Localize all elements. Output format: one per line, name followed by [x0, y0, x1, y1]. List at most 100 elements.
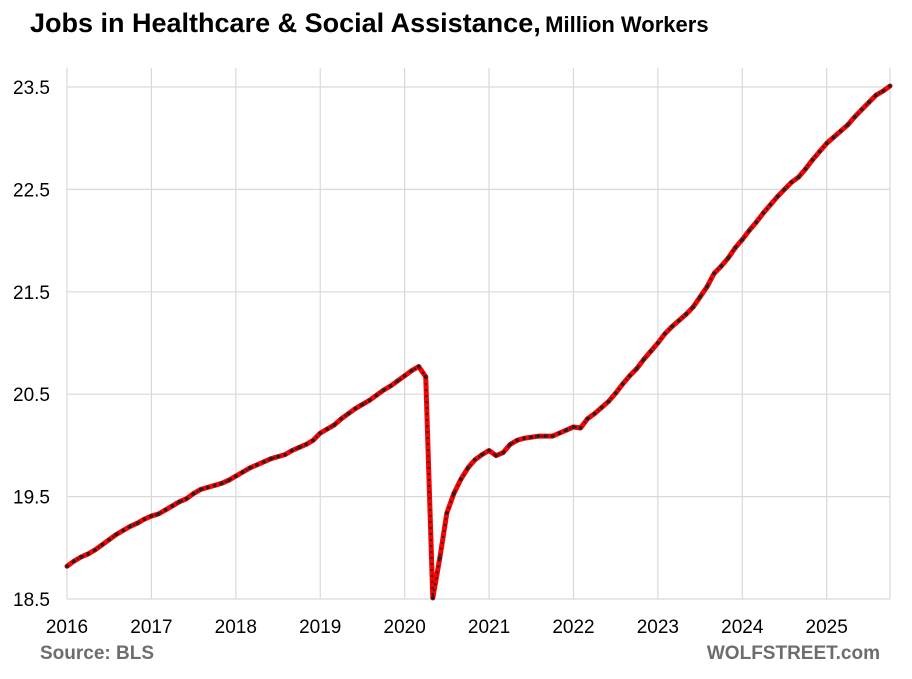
- data-point: [149, 514, 154, 518]
- data-point: [480, 452, 484, 457]
- data-point: [599, 405, 604, 410]
- data-point: [501, 450, 506, 455]
- data-point: [796, 175, 801, 180]
- data-point: [283, 452, 287, 457]
- data-point: [290, 448, 294, 453]
- data-point: [634, 366, 639, 371]
- data-point: [247, 466, 252, 470]
- data-point: [451, 491, 456, 496]
- data-point: [318, 431, 323, 436]
- data-point: [655, 341, 660, 345]
- data-point: [698, 295, 702, 299]
- x-tick-label: 2025: [806, 617, 848, 638]
- data-point: [459, 477, 463, 482]
- y-tick-label: 19.5: [13, 488, 50, 509]
- data-point: [128, 524, 133, 529]
- data-point: [852, 114, 857, 119]
- data-point: [536, 434, 541, 439]
- data-point: [156, 512, 161, 516]
- data-point: [184, 496, 189, 501]
- data-point: [845, 122, 850, 127]
- data-point: [205, 485, 210, 490]
- data-point: [775, 194, 780, 199]
- data-point: [733, 245, 738, 250]
- data-point: [789, 180, 794, 185]
- chart-title: Jobs in Healthcare & Social Assistance, …: [30, 8, 709, 39]
- data-point: [100, 542, 105, 547]
- data-point: [416, 364, 421, 369]
- data-point: [515, 438, 520, 443]
- data-point: [592, 411, 597, 416]
- source-label: Source: BLS: [40, 643, 155, 664]
- data-point: [360, 402, 365, 407]
- data-point: [803, 167, 808, 171]
- data-point: [747, 228, 752, 233]
- data-point: [381, 388, 386, 392]
- data-point: [578, 426, 583, 430]
- data-point: [107, 537, 112, 542]
- x-tick-label: 2016: [46, 617, 88, 638]
- data-point: [888, 84, 892, 88]
- data-point: [494, 453, 498, 458]
- data-point: [881, 89, 885, 93]
- data-point: [297, 445, 302, 450]
- data-point: [86, 552, 90, 556]
- data-point: [466, 466, 470, 470]
- y-tick-label: 18.5: [13, 590, 50, 611]
- data-point: [606, 399, 611, 404]
- data-point: [198, 487, 203, 492]
- series-line-dots: [66, 85, 891, 600]
- data-point: [79, 555, 83, 559]
- data-point: [367, 398, 372, 403]
- data-point: [859, 107, 864, 112]
- data-point: [142, 517, 147, 522]
- data-point: [304, 442, 309, 447]
- y-tick-label: 22.5: [13, 180, 50, 201]
- data-point: [684, 312, 688, 317]
- data-point: [761, 211, 766, 215]
- data-point: [219, 481, 224, 486]
- x-tick-label: 2023: [637, 617, 679, 638]
- data-point: [620, 382, 625, 386]
- chart-title-sub: Million Workers: [545, 12, 709, 37]
- data-point: [691, 305, 695, 310]
- data-point: [557, 431, 562, 436]
- data-point: [170, 503, 175, 508]
- data-point: [402, 373, 407, 378]
- data-point: [817, 149, 822, 154]
- data-point: [240, 470, 245, 474]
- x-tick-label: 2020: [384, 617, 426, 638]
- data-point: [423, 374, 428, 379]
- data-point: [177, 499, 182, 504]
- grid-lines: [66, 68, 891, 600]
- data-point: [72, 559, 76, 564]
- data-point: [824, 141, 829, 146]
- data-point: [838, 129, 843, 133]
- y-axis-tick-labels: 18.5 19.5 20.5 21.5 22.5 23.5: [13, 78, 50, 611]
- data-point: [867, 100, 871, 105]
- data-point: [487, 448, 491, 453]
- data-point: [226, 478, 231, 483]
- data-point: [677, 318, 681, 323]
- data-point: [409, 368, 414, 373]
- x-tick-label: 2021: [468, 617, 510, 638]
- x-tick-label: 2018: [215, 617, 257, 638]
- data-point: [719, 264, 724, 269]
- data-point: [163, 508, 168, 512]
- data-point: [339, 416, 344, 421]
- x-tick-label: 2019: [299, 617, 341, 638]
- data-point: [93, 547, 98, 552]
- data-point: [613, 391, 618, 396]
- data-point: [311, 438, 316, 443]
- data-point: [550, 434, 555, 439]
- data-point: [233, 474, 238, 479]
- data-point: [444, 511, 449, 515]
- data-point: [663, 331, 667, 336]
- x-tick-label: 2024: [721, 617, 764, 638]
- data-point: [473, 457, 477, 462]
- data-point: [191, 491, 196, 496]
- data-point: [430, 596, 435, 600]
- data-point: [135, 521, 140, 526]
- data-point: [522, 436, 527, 441]
- series-group: [64, 83, 893, 601]
